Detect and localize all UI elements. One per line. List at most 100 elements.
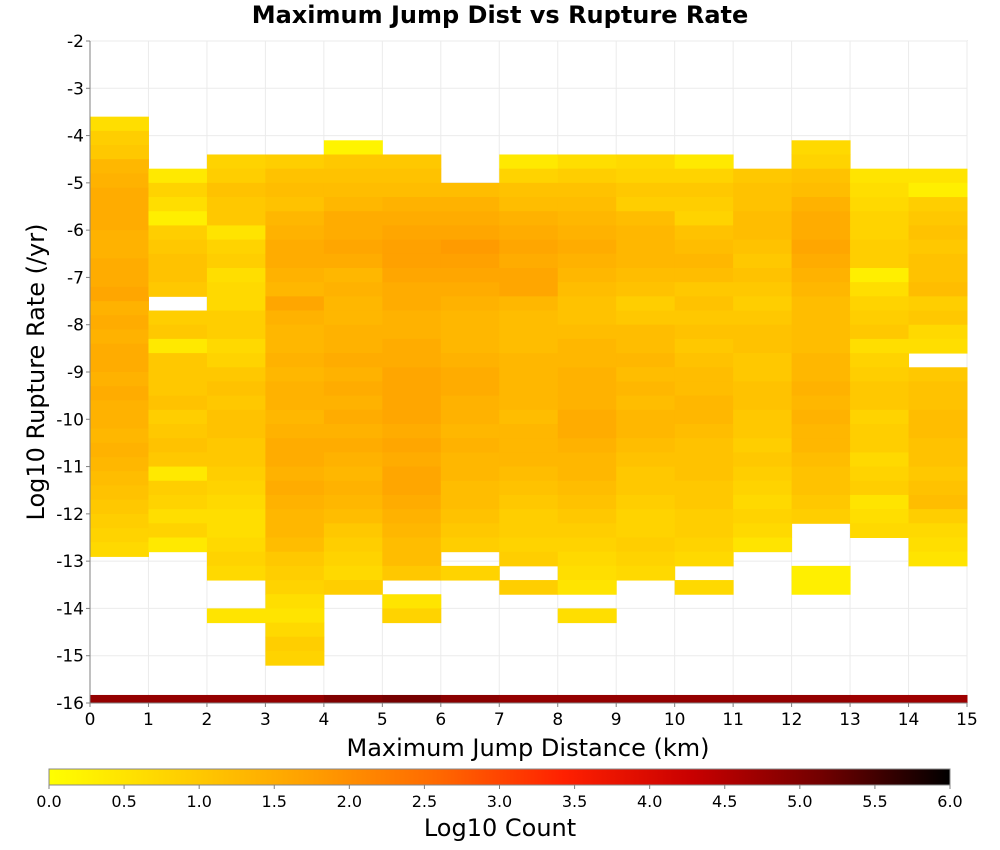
heatmap-cell [557, 608, 617, 624]
heatmap-cell [674, 154, 734, 170]
heatmap-cell [382, 480, 442, 496]
heatmap-cell [733, 452, 793, 468]
heatmap-cell [557, 225, 617, 241]
heatmap-cell [674, 310, 734, 326]
heatmap-cell [674, 551, 734, 567]
heatmap-cell [323, 324, 383, 340]
heatmap-cell [499, 282, 559, 297]
heatmap-cell [206, 466, 266, 482]
heatmap-cell [440, 537, 500, 553]
heatmap-cell [90, 386, 149, 401]
y-tick-label: -9 [67, 363, 84, 383]
heatmap-cell [265, 409, 325, 425]
heatmap-cell [616, 296, 676, 312]
heatmap-cell [90, 414, 149, 430]
heatmap-cell [850, 452, 910, 468]
heatmap-cell [499, 551, 559, 567]
heatmap-cell [323, 452, 383, 468]
heatmap-cell [382, 353, 442, 368]
heatmap-cell [557, 310, 617, 326]
heatmap-cell [908, 296, 968, 312]
heatmap-cell [323, 523, 383, 538]
heatmap-cell [674, 324, 734, 340]
heatmap-cell [908, 452, 968, 468]
heatmap-cell [791, 353, 851, 368]
heatmap-cell [382, 438, 442, 453]
heatmap-cell [908, 409, 968, 425]
heatmap-cell [90, 201, 149, 217]
heatmap-cell [206, 296, 266, 312]
heatmap-cell [674, 267, 734, 283]
heatmap-cell [674, 211, 734, 226]
heatmap-cell [148, 310, 208, 326]
heatmap-cell [90, 513, 149, 529]
heatmap-cell [791, 310, 851, 326]
heatmap-cell [382, 537, 442, 553]
heatmap-cell [733, 338, 793, 354]
heatmap-cell [791, 565, 851, 581]
x-tick-label: 5 [377, 710, 388, 730]
heatmap-cell [791, 211, 851, 226]
heatmap-cell [323, 182, 383, 198]
heatmap-cell [148, 438, 208, 453]
heatmap-cell [206, 154, 266, 170]
heatmap-cell [90, 315, 149, 330]
heatmap-cell [791, 494, 851, 510]
heatmap-cell [557, 324, 617, 340]
heatmap-cell [148, 253, 208, 269]
heatmap-cell [616, 565, 676, 581]
y-tick-label: -14 [56, 599, 84, 619]
heatmap-cell [206, 509, 266, 524]
heatmap-cell [850, 239, 910, 255]
heatmap-cell [206, 211, 266, 226]
y-tick-label: -3 [67, 79, 84, 99]
heatmap-cell [791, 225, 851, 241]
heatmap-cell [323, 338, 383, 354]
heatmap-cell [382, 282, 442, 297]
heatmap-cell [791, 381, 851, 397]
heatmap-cell [499, 580, 559, 595]
heatmap-cell [148, 424, 208, 439]
heatmap-cell [265, 267, 325, 283]
heatmap-cell [791, 140, 851, 155]
heatmap-cell [90, 457, 149, 472]
heatmap-cell [499, 154, 559, 170]
heatmap-cell [733, 296, 793, 312]
heatmap-cell [791, 580, 851, 595]
heatmap-cell [616, 551, 676, 567]
heatmap-cell [791, 296, 851, 312]
heatmap-cell [323, 154, 383, 170]
heatmap-cell [499, 239, 559, 255]
heatmap-cell [616, 182, 676, 198]
x-tick-label: 1 [143, 710, 154, 730]
x-tick-label: 12 [781, 710, 803, 730]
heatmap-cell [674, 509, 734, 524]
heatmap-cell [616, 253, 676, 269]
x-tick-label: 3 [260, 710, 271, 730]
heatmap-cell [850, 182, 910, 198]
heatmap-cell [908, 324, 968, 340]
heatmap-cell [616, 197, 676, 212]
heatmap-cell [323, 509, 383, 524]
heatmap-cell [440, 182, 500, 198]
heatmap-cell [791, 480, 851, 496]
heatmap-cell [791, 239, 851, 255]
heatmap-cell [382, 296, 442, 312]
heatmap-cell [557, 409, 617, 425]
heatmap-cell [382, 694, 442, 703]
heatmap-cell [616, 438, 676, 453]
heatmap-cell [265, 395, 325, 411]
heatmap-cell [499, 324, 559, 340]
heatmap-cell [908, 267, 968, 283]
heatmap-cell [908, 253, 968, 269]
heatmap-cell [733, 253, 793, 269]
heatmap-cell [90, 244, 149, 260]
heatmap-cell [733, 494, 793, 510]
heatmap-cell [440, 367, 500, 382]
heatmap-cell [674, 438, 734, 453]
heatmap-cell [382, 608, 442, 624]
heatmap-cell [440, 282, 500, 297]
heatmap-cell [499, 523, 559, 538]
heatmap-cell [206, 182, 266, 198]
